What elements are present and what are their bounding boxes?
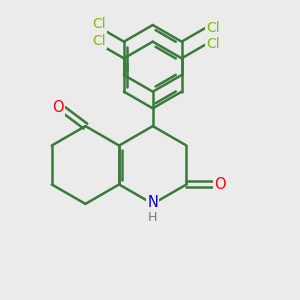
Text: Cl: Cl	[206, 21, 220, 35]
Text: Cl: Cl	[92, 17, 106, 31]
Text: N: N	[147, 195, 158, 210]
Text: O: O	[52, 100, 64, 115]
Text: O: O	[214, 177, 226, 192]
Text: H: H	[148, 211, 158, 224]
Text: Cl: Cl	[92, 34, 106, 48]
Text: Cl: Cl	[206, 38, 220, 51]
